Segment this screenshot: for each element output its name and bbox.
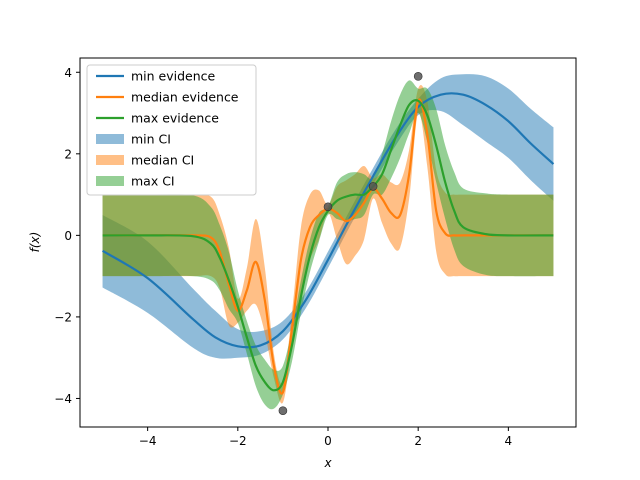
y-tick-label: −4	[54, 392, 72, 406]
legend-patch-swatch	[96, 176, 124, 186]
legend-label: max evidence	[131, 111, 219, 126]
series-line-0	[101, 92, 555, 349]
legend-patch-swatch	[96, 134, 124, 144]
x-tick-label: −4	[139, 434, 157, 448]
y-tick-label: −2	[54, 310, 72, 324]
series-line-1	[102, 98, 554, 395]
legend-label: min evidence	[131, 69, 216, 84]
y-tick-label: 4	[64, 66, 72, 80]
y-tick-label: 0	[64, 229, 72, 243]
observation-point	[278, 406, 288, 415]
x-tick-label: 0	[324, 434, 332, 448]
legend: min evidence median evidence max evidence m…	[86, 64, 257, 196]
observation-point	[323, 202, 333, 212]
legend-label: median evidence	[131, 90, 239, 105]
x-tick-label: 2	[414, 434, 422, 448]
y-tick-label: 2	[64, 147, 72, 161]
observation-points	[278, 72, 423, 415]
x-tick-label: −2	[229, 434, 247, 448]
x-axis-label: x	[323, 456, 332, 470]
legend-label: median CI	[131, 153, 194, 168]
y-axis: −4 −2 0 2 4	[54, 66, 80, 406]
legend-box	[86, 64, 257, 196]
y-axis-label: f(x)	[28, 232, 42, 253]
legend-label: max CI	[131, 174, 175, 189]
x-axis: −4 −2 0 2 4	[139, 427, 512, 448]
mean-lines	[101, 92, 555, 395]
observation-point	[368, 182, 378, 191]
legend-patch-swatch	[96, 155, 124, 165]
x-tick-label: 4	[505, 434, 513, 448]
series-line-2	[102, 99, 554, 392]
observation-point	[413, 72, 423, 81]
legend-label: min CI	[131, 132, 171, 147]
ci-band-0	[102, 74, 554, 359]
